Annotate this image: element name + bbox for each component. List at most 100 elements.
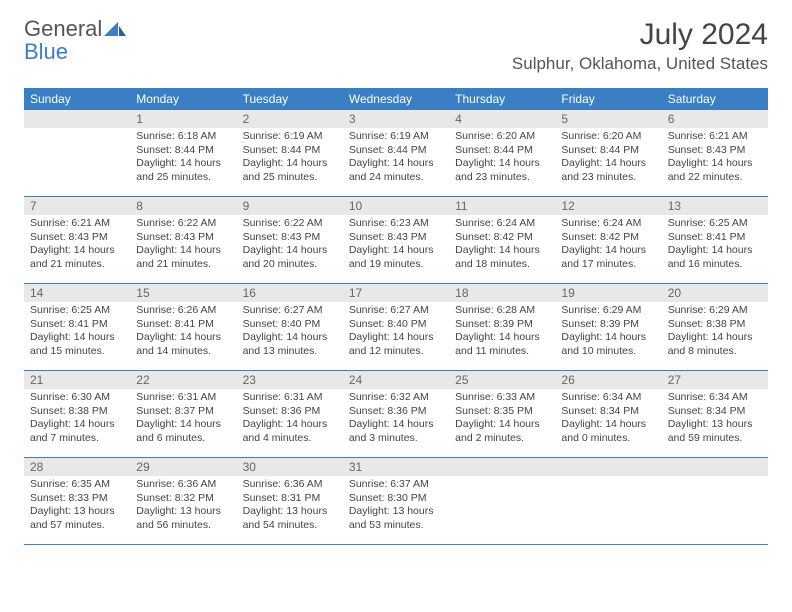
calendar-cell: 22Sunrise: 6:31 AMSunset: 8:37 PMDayligh… [130, 371, 236, 457]
daylight-text: Daylight: 14 hours and 20 minutes. [243, 244, 337, 271]
cell-body: Sunrise: 6:18 AMSunset: 8:44 PMDaylight:… [130, 128, 236, 189]
sunset-text: Sunset: 8:44 PM [136, 144, 230, 158]
week-row: 1Sunrise: 6:18 AMSunset: 8:44 PMDaylight… [24, 110, 768, 197]
sunrise-text: Sunrise: 6:25 AM [30, 304, 124, 318]
calendar-cell [555, 458, 661, 544]
sunrise-text: Sunrise: 6:21 AM [30, 217, 124, 231]
calendar-cell [24, 110, 130, 196]
sunrise-text: Sunrise: 6:29 AM [561, 304, 655, 318]
sunrise-text: Sunrise: 6:22 AM [136, 217, 230, 231]
sunrise-text: Sunrise: 6:28 AM [455, 304, 549, 318]
cell-body: Sunrise: 6:36 AMSunset: 8:31 PMDaylight:… [237, 476, 343, 537]
daylight-text: Daylight: 14 hours and 13 minutes. [243, 331, 337, 358]
cell-body [24, 128, 130, 134]
sunset-text: Sunset: 8:42 PM [455, 231, 549, 245]
cell-body: Sunrise: 6:34 AMSunset: 8:34 PMDaylight:… [555, 389, 661, 450]
daylight-text: Daylight: 14 hours and 16 minutes. [668, 244, 762, 271]
daylight-text: Daylight: 13 hours and 53 minutes. [349, 505, 443, 532]
daylight-text: Daylight: 14 hours and 15 minutes. [30, 331, 124, 358]
calendar-cell: 4Sunrise: 6:20 AMSunset: 8:44 PMDaylight… [449, 110, 555, 196]
day-label-sat: Saturday [662, 88, 768, 110]
cell-body: Sunrise: 6:37 AMSunset: 8:30 PMDaylight:… [343, 476, 449, 537]
logo-word-blue: Blue [24, 39, 68, 64]
sunset-text: Sunset: 8:38 PM [668, 318, 762, 332]
day-label-thu: Thursday [449, 88, 555, 110]
week-row: 28Sunrise: 6:35 AMSunset: 8:33 PMDayligh… [24, 458, 768, 545]
day-number: 29 [130, 458, 236, 476]
calendar-cell: 23Sunrise: 6:31 AMSunset: 8:36 PMDayligh… [237, 371, 343, 457]
location: Sulphur, Oklahoma, United States [512, 54, 768, 74]
calendar-cell [449, 458, 555, 544]
cell-body: Sunrise: 6:24 AMSunset: 8:42 PMDaylight:… [555, 215, 661, 276]
cell-body [555, 476, 661, 482]
calendar-cell: 26Sunrise: 6:34 AMSunset: 8:34 PMDayligh… [555, 371, 661, 457]
day-number: 15 [130, 284, 236, 302]
cell-body: Sunrise: 6:19 AMSunset: 8:44 PMDaylight:… [237, 128, 343, 189]
day-number: 20 [662, 284, 768, 302]
sunrise-text: Sunrise: 6:19 AM [349, 130, 443, 144]
sunset-text: Sunset: 8:43 PM [349, 231, 443, 245]
day-label-mon: Monday [130, 88, 236, 110]
day-number: 12 [555, 197, 661, 215]
sunset-text: Sunset: 8:34 PM [561, 405, 655, 419]
daylight-text: Daylight: 13 hours and 56 minutes. [136, 505, 230, 532]
sunset-text: Sunset: 8:34 PM [668, 405, 762, 419]
daylight-text: Daylight: 14 hours and 18 minutes. [455, 244, 549, 271]
sunrise-text: Sunrise: 6:27 AM [349, 304, 443, 318]
sunrise-text: Sunrise: 6:37 AM [349, 478, 443, 492]
sunset-text: Sunset: 8:33 PM [30, 492, 124, 506]
calendar-cell: 10Sunrise: 6:23 AMSunset: 8:43 PMDayligh… [343, 197, 449, 283]
day-number: 27 [662, 371, 768, 389]
sunrise-text: Sunrise: 6:31 AM [243, 391, 337, 405]
daylight-text: Daylight: 14 hours and 12 minutes. [349, 331, 443, 358]
day-number: 22 [130, 371, 236, 389]
cell-body: Sunrise: 6:29 AMSunset: 8:39 PMDaylight:… [555, 302, 661, 363]
daylight-text: Daylight: 14 hours and 8 minutes. [668, 331, 762, 358]
sunset-text: Sunset: 8:39 PM [561, 318, 655, 332]
day-number: 14 [24, 284, 130, 302]
cell-body: Sunrise: 6:35 AMSunset: 8:33 PMDaylight:… [24, 476, 130, 537]
daylight-text: Daylight: 14 hours and 4 minutes. [243, 418, 337, 445]
calendar-cell: 18Sunrise: 6:28 AMSunset: 8:39 PMDayligh… [449, 284, 555, 370]
daylight-text: Daylight: 14 hours and 14 minutes. [136, 331, 230, 358]
calendar-cell: 31Sunrise: 6:37 AMSunset: 8:30 PMDayligh… [343, 458, 449, 544]
cell-body: Sunrise: 6:34 AMSunset: 8:34 PMDaylight:… [662, 389, 768, 450]
day-number: 4 [449, 110, 555, 128]
day-number: 1 [130, 110, 236, 128]
daylight-text: Daylight: 14 hours and 0 minutes. [561, 418, 655, 445]
sunrise-text: Sunrise: 6:23 AM [349, 217, 443, 231]
sunset-text: Sunset: 8:44 PM [561, 144, 655, 158]
sunset-text: Sunset: 8:40 PM [349, 318, 443, 332]
sunset-text: Sunset: 8:35 PM [455, 405, 549, 419]
day-number [662, 458, 768, 476]
day-label-tue: Tuesday [237, 88, 343, 110]
cell-body: Sunrise: 6:21 AMSunset: 8:43 PMDaylight:… [662, 128, 768, 189]
day-label-wed: Wednesday [343, 88, 449, 110]
calendar-cell: 19Sunrise: 6:29 AMSunset: 8:39 PMDayligh… [555, 284, 661, 370]
calendar-cell: 21Sunrise: 6:30 AMSunset: 8:38 PMDayligh… [24, 371, 130, 457]
sunset-text: Sunset: 8:41 PM [30, 318, 124, 332]
sunset-text: Sunset: 8:39 PM [455, 318, 549, 332]
sunrise-text: Sunrise: 6:27 AM [243, 304, 337, 318]
cell-body: Sunrise: 6:24 AMSunset: 8:42 PMDaylight:… [449, 215, 555, 276]
sunset-text: Sunset: 8:43 PM [243, 231, 337, 245]
calendar-cell: 6Sunrise: 6:21 AMSunset: 8:43 PMDaylight… [662, 110, 768, 196]
sunset-text: Sunset: 8:37 PM [136, 405, 230, 419]
sunset-text: Sunset: 8:41 PM [136, 318, 230, 332]
sunrise-text: Sunrise: 6:24 AM [455, 217, 549, 231]
cell-body: Sunrise: 6:22 AMSunset: 8:43 PMDaylight:… [130, 215, 236, 276]
logo-sail-icon [104, 20, 126, 41]
sunset-text: Sunset: 8:30 PM [349, 492, 443, 506]
week-row: 7Sunrise: 6:21 AMSunset: 8:43 PMDaylight… [24, 197, 768, 284]
calendar-cell: 16Sunrise: 6:27 AMSunset: 8:40 PMDayligh… [237, 284, 343, 370]
day-number: 2 [237, 110, 343, 128]
daylight-text: Daylight: 14 hours and 22 minutes. [668, 157, 762, 184]
sunrise-text: Sunrise: 6:19 AM [243, 130, 337, 144]
day-number: 31 [343, 458, 449, 476]
weeks-container: 1Sunrise: 6:18 AMSunset: 8:44 PMDaylight… [24, 110, 768, 545]
calendar-cell: 17Sunrise: 6:27 AMSunset: 8:40 PMDayligh… [343, 284, 449, 370]
daylight-text: Daylight: 14 hours and 10 minutes. [561, 331, 655, 358]
day-number: 6 [662, 110, 768, 128]
cell-body: Sunrise: 6:25 AMSunset: 8:41 PMDaylight:… [24, 302, 130, 363]
sunrise-text: Sunrise: 6:32 AM [349, 391, 443, 405]
